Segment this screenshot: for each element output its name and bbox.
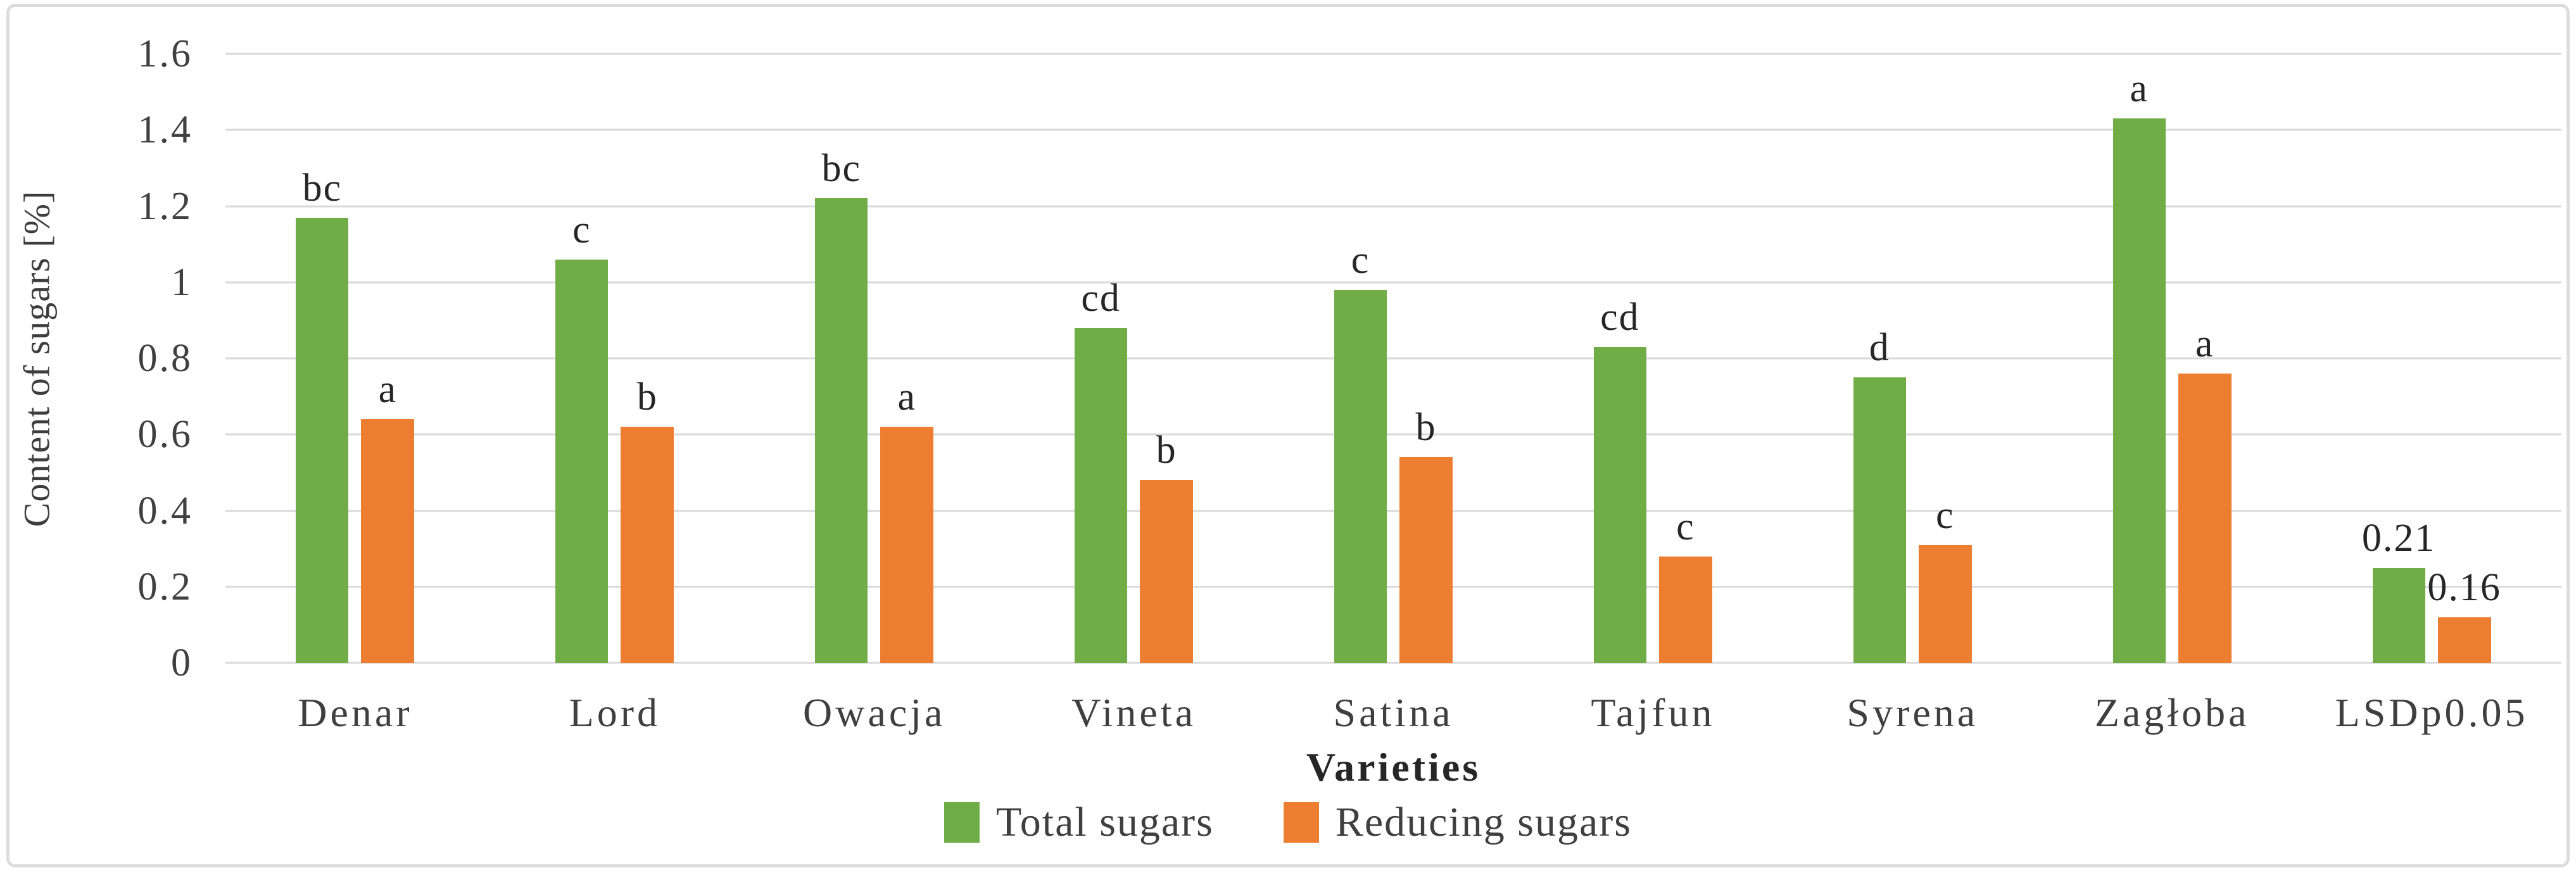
bar-total-sugars: cd <box>1075 279 1128 663</box>
x-axis-category-label: Lord <box>569 690 661 735</box>
bar-total-sugars: bc <box>296 168 349 663</box>
x-axis-categories: Denar Lord Owacja Vineta Satina Tajfun Syrena Z… <box>225 693 2561 733</box>
bar-reducing-sugars: a <box>361 370 415 663</box>
gridline <box>225 53 2561 55</box>
bar-annotation: a <box>2195 322 2214 366</box>
bar-annotation: a <box>378 368 398 412</box>
gridline <box>225 129 2561 131</box>
legend-swatch-reducing-sugars-icon <box>1283 802 1319 843</box>
bar-reducing-sugars: a <box>2178 324 2232 663</box>
bar-annotation: 0.21 <box>2361 516 2436 560</box>
bar-annotation: d <box>1869 326 1890 370</box>
gridline <box>225 433 2561 436</box>
bar-total-sugars: bc <box>815 149 868 663</box>
y-axis-tick-label: 0.6 <box>137 413 193 456</box>
bar-total-sugars: 0.21 <box>2362 519 2434 663</box>
bar-annotation: cd <box>1081 276 1121 320</box>
x-axis-category-label: Tajfun <box>1591 690 1715 735</box>
bar-annotation: c <box>1936 493 1955 537</box>
bar-reducing-sugars: a <box>880 377 934 663</box>
legend-item-reducing-sugars: Reducing sugars <box>1283 799 1632 845</box>
x-axis-category-label: Owacja <box>803 690 946 735</box>
x-axis-category-label: Syrena <box>1847 690 1979 735</box>
gridline <box>225 281 2561 284</box>
bar-annotation: a <box>2130 67 2149 111</box>
y-axis-tick-label: 0.4 <box>137 489 193 532</box>
legend-item-total-sugars: Total sugars <box>944 802 1214 843</box>
gridline <box>225 662 2561 664</box>
bar-group: cd c <box>1523 54 1783 663</box>
gridline <box>225 357 2561 360</box>
legend-swatch-total-sugars-icon <box>944 802 980 843</box>
legend-label-reducing-sugars: Reducing sugars <box>1335 799 1632 845</box>
y-axis-tick-label: 0 <box>171 641 193 684</box>
bar-total-sugars: cd <box>1593 298 1646 663</box>
x-axis-category-label: Vineta <box>1071 690 1196 735</box>
bar-total-sugars: c <box>1334 241 1387 663</box>
bar-annotation: bc <box>302 166 343 210</box>
y-axis-tick-label: 1 <box>171 260 193 304</box>
legend-label-total-sugars: Total sugars <box>996 799 1214 845</box>
bar-total-sugars: d <box>1853 328 1906 663</box>
bar-total-sugars: c <box>555 210 609 663</box>
legend: Total sugars Reducing sugars <box>0 802 2576 843</box>
bar-group: 0.21 0.16 <box>2302 54 2561 663</box>
y-axis-tick-label: 1.4 <box>137 108 193 152</box>
bar-annotation: cd <box>1600 295 1640 339</box>
gridline <box>225 510 2561 512</box>
bar-annotation: bc <box>821 147 861 191</box>
x-axis-title: Varieties <box>1306 745 1481 790</box>
bar-annotation: 0.16 <box>2427 565 2501 609</box>
bar-reducing-sugars: c <box>1658 507 1712 663</box>
y-axis-tick-label: 0.8 <box>137 337 193 380</box>
bar-group: bc a <box>225 54 485 663</box>
bar-total-sugars: a <box>2112 69 2166 663</box>
y-axis-tick-label: 0.2 <box>137 565 193 608</box>
x-axis-category-label: Zagłoba <box>2094 690 2250 735</box>
bar-annotation: b <box>636 375 658 419</box>
bar-reducing-sugars: b <box>1399 408 1453 663</box>
bar-group: bc a <box>745 54 1004 663</box>
bar-annotation: b <box>1415 406 1437 450</box>
gridline <box>225 205 2561 207</box>
bar-reducing-sugars: 0.16 <box>2427 568 2500 663</box>
x-axis-category-label: Satina <box>1333 690 1454 735</box>
x-axis-category-label: LSDp0.05 <box>2335 690 2529 735</box>
bar-reducing-sugars: b <box>1140 431 1194 663</box>
gridline <box>225 586 2561 588</box>
bar-annotation: c <box>1676 505 1695 548</box>
bar-annotation: a <box>897 375 916 419</box>
bar-reducing-sugars: b <box>621 377 674 663</box>
bar-group: cd b <box>1004 54 1264 663</box>
bar-annotation: c <box>1351 238 1370 282</box>
bar-reducing-sugars: c <box>1918 496 1972 663</box>
y-axis-tick-label: 1.2 <box>137 184 193 228</box>
bar-annotation: c <box>572 208 591 251</box>
x-axis-category-label: Denar <box>298 690 413 735</box>
bar-annotation: b <box>1156 429 1177 472</box>
plot-area: bc a c b bc a cd b c b cd c d c a a 0.21 0.16 <box>225 53 2561 664</box>
y-axis-ticks: 0 0.2 0.4 0.6 0.8 1 1.2 1.4 1.6 <box>0 34 209 683</box>
y-axis-tick-label: 1.6 <box>137 32 193 75</box>
